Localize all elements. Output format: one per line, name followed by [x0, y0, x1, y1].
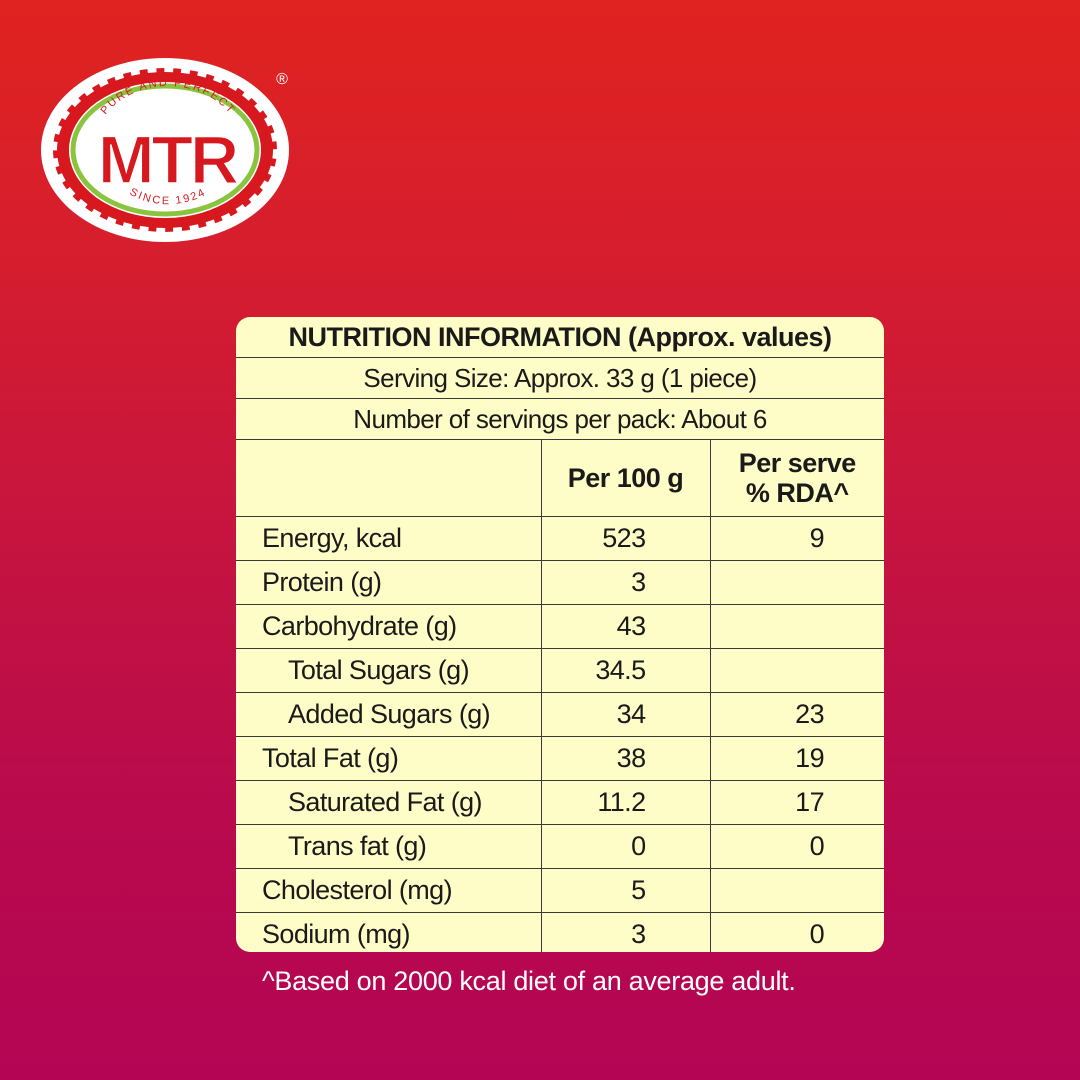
nutrient-name: Protein (g)	[236, 560, 542, 605]
nutrition-panel: NUTRITION INFORMATION (Approx. values) S…	[236, 317, 884, 952]
nutrition-title: NUTRITION INFORMATION (Approx. values)	[236, 317, 884, 358]
nutrient-name: Sodium (mg)	[236, 912, 542, 952]
serving-size: Serving Size: Approx. 33 g (1 piece)	[236, 357, 884, 399]
rda-value	[709, 868, 884, 913]
per-100g-value: 0	[540, 824, 711, 869]
rda-value: 17	[709, 780, 884, 825]
nutrient-name: Saturated Fat (g)	[236, 780, 542, 825]
rda-value	[709, 560, 884, 605]
nutrient-name: Total Fat (g)	[236, 736, 542, 781]
nutrient-name: Carbohydrate (g)	[236, 604, 542, 649]
nutrient-name: Cholesterol (mg)	[236, 868, 542, 913]
table-row: Cholesterol (mg) 5	[236, 868, 884, 913]
column-header-per-100g: Per 100 g	[540, 439, 711, 517]
nutrient-name: Energy, kcal	[236, 516, 542, 561]
table-row: Energy, kcal 523 9	[236, 516, 884, 561]
per-100g-value: 34.5	[540, 648, 711, 693]
rda-value: 23	[709, 692, 884, 737]
table-row: Saturated Fat (g) 11.2 17	[236, 780, 884, 825]
rda-value	[709, 648, 884, 693]
table-row: Protein (g) 3	[236, 560, 884, 605]
per-100g-value: 43	[540, 604, 711, 649]
table-row: Carbohydrate (g) 43	[236, 604, 884, 649]
registered-mark: ®	[276, 71, 288, 88]
table-row: Total Fat (g) 38 19	[236, 736, 884, 781]
rda-value: 0	[709, 912, 884, 952]
rda-value	[709, 604, 884, 649]
per-100g-value: 11.2	[540, 780, 711, 825]
column-header-per-serve-rda: Per serve % RDA^	[709, 439, 884, 517]
per-100g-value: 38	[540, 736, 711, 781]
nutrient-name: Added Sugars (g)	[236, 692, 542, 737]
table-row: Trans fat (g) 0 0	[236, 824, 884, 869]
per-100g-value: 5	[540, 868, 711, 913]
per-100g-value: 34	[540, 692, 711, 737]
rda-value: 0	[709, 824, 884, 869]
nutrient-name: Total Sugars (g)	[236, 648, 542, 693]
per-100g-value: 3	[540, 560, 711, 605]
table-row: Total Sugars (g) 34.5	[236, 648, 884, 693]
rda-line: % RDA^	[745, 478, 849, 508]
nutrition-table: NUTRITION INFORMATION (Approx. values) S…	[236, 317, 884, 952]
nutrient-name: Trans fat (g)	[236, 824, 542, 869]
rda-footnote: ^Based on 2000 kcal diet of an average a…	[262, 966, 796, 996]
logo-wordmark: MTR	[98, 122, 238, 198]
per-100g-value: 3	[540, 912, 711, 952]
per-serve-line: Per serve	[738, 448, 857, 478]
mtr-logo: PURE AND PERFECT SINCE 1924 MTR ®	[38, 48, 298, 246]
rda-value: 9	[709, 516, 884, 561]
column-header-nutrient	[236, 439, 542, 517]
table-row: Added Sugars (g) 34 23	[236, 692, 884, 737]
per-100g-value: 523	[540, 516, 711, 561]
servings-per-pack: Number of servings per pack: About 6	[236, 398, 884, 440]
rda-value: 19	[709, 736, 884, 781]
table-row: Sodium (mg) 3 0	[236, 912, 884, 952]
